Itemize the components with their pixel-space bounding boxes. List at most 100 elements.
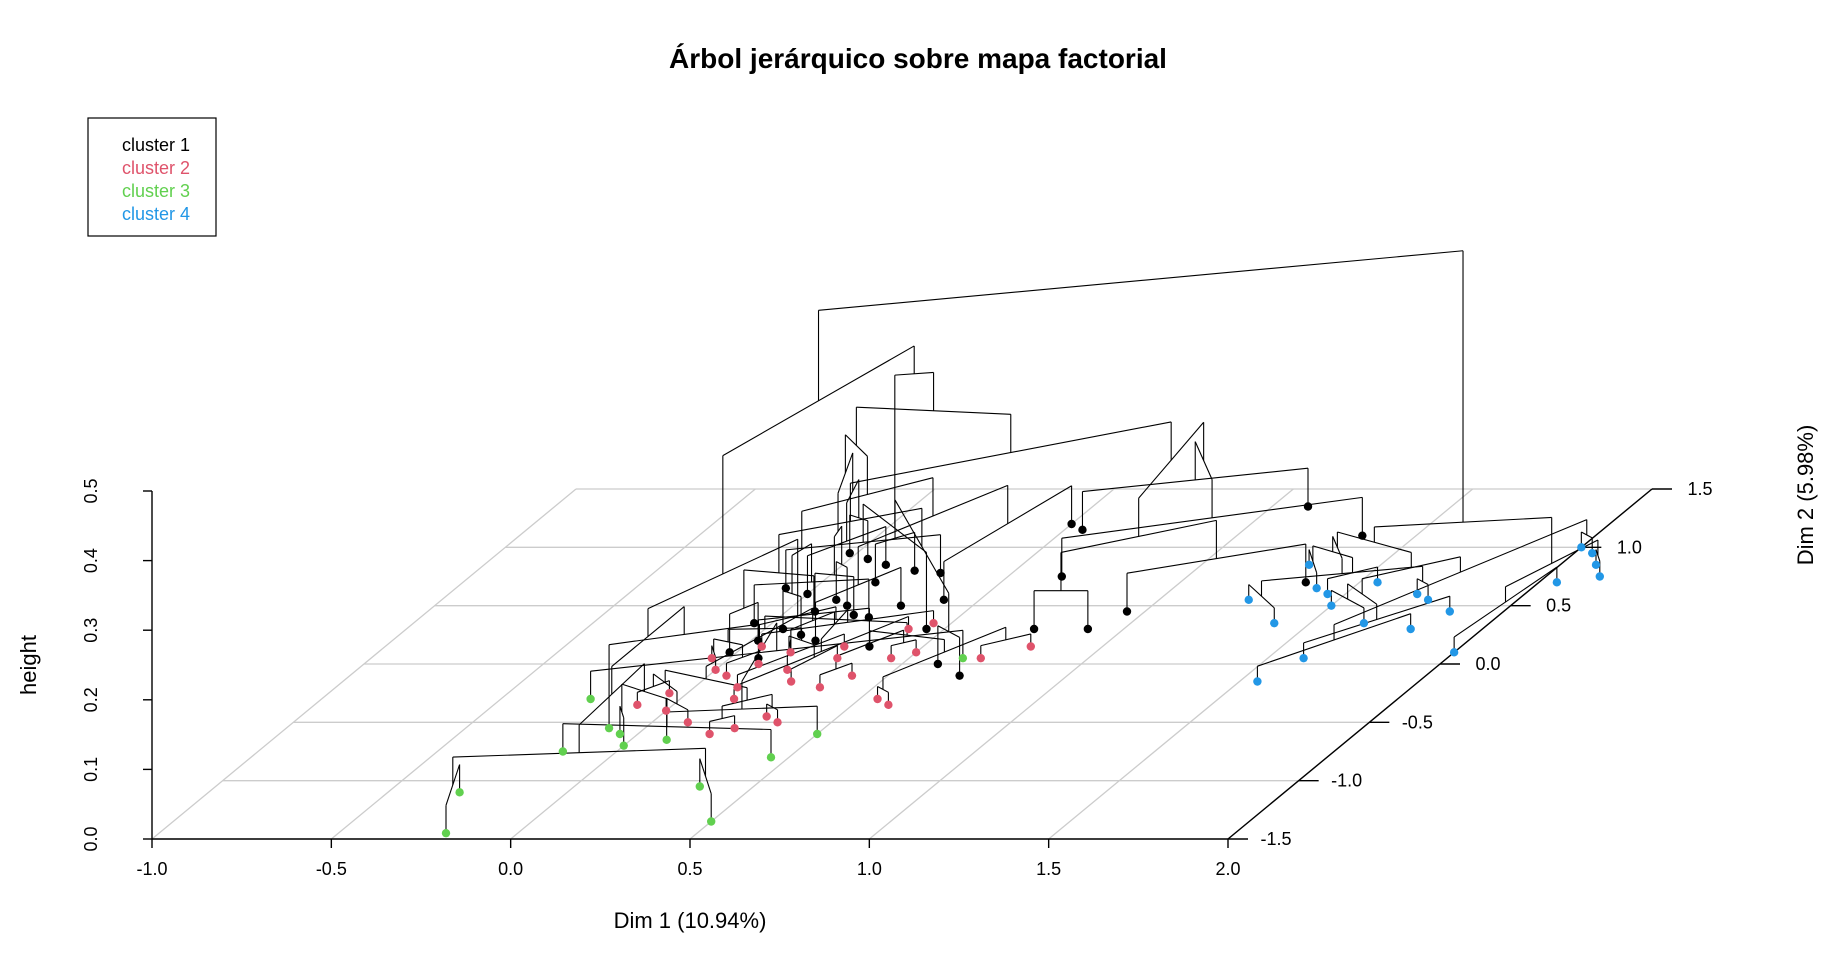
- data-point-cluster-3-6: [615, 729, 625, 739]
- y-tick-label-0: -1.5: [1260, 829, 1291, 849]
- data-point-cluster-1-25: [725, 648, 734, 657]
- x-tick-label-5: 1.5: [1036, 859, 1061, 879]
- data-point-cluster-2-29: [840, 642, 849, 651]
- dendrogram-branch-278: [1337, 531, 1412, 553]
- legend-item-cluster-3: cluster 3: [122, 181, 190, 201]
- data-point-cluster-2-13: [884, 700, 893, 710]
- z-tick-label-1: 0.1: [81, 757, 101, 782]
- z-tick-label-2: 0.2: [81, 687, 101, 712]
- data-point-cluster-1-31: [910, 566, 919, 575]
- data-point-cluster-1-30: [871, 578, 880, 587]
- x-tick-label-4: 1.0: [857, 859, 882, 879]
- data-point-cluster-3-3: [707, 817, 716, 826]
- data-point-cluster-2-6: [786, 677, 796, 686]
- data-point-cluster-3-10: [958, 653, 968, 663]
- data-point-cluster-2-10: [886, 653, 896, 663]
- data-point-cluster-2-4: [786, 648, 795, 657]
- data-point-cluster-2-21: [661, 706, 671, 715]
- z-tick-label-4: 0.4: [81, 548, 101, 573]
- data-point-cluster-4-6: [1244, 595, 1253, 605]
- data-point-cluster-2-26: [929, 618, 938, 628]
- data-point-cluster-1-23: [1301, 578, 1311, 587]
- data-point-cluster-1-28: [933, 659, 943, 669]
- data-point-cluster-4-2: [1373, 578, 1382, 587]
- data-point-cluster-4-10: [1445, 607, 1455, 616]
- data-point-cluster-2-20: [683, 718, 693, 727]
- data-point-cluster-4-0: [1304, 560, 1314, 570]
- data-point-cluster-4-18: [1552, 578, 1562, 587]
- y-tick-label-3: 0.0: [1475, 654, 1500, 674]
- data-point-cluster-4-13: [1406, 624, 1415, 634]
- data-point-cluster-3-4: [766, 753, 776, 762]
- data-point-cluster-4-12: [1253, 677, 1262, 686]
- dendrogram-branch-134: [665, 697, 689, 711]
- x-tick-label-0: -1.0: [136, 859, 167, 879]
- data-point-cluster-4-8: [1327, 601, 1336, 610]
- z-axis-title: height: [16, 635, 41, 695]
- dendrogram-branch-191: [445, 764, 461, 806]
- data-point-cluster-1-26: [754, 653, 763, 663]
- data-point-cluster-2-5: [783, 665, 792, 675]
- data-point-cluster-4-14: [1577, 543, 1586, 552]
- data-point-cluster-1-14: [939, 595, 949, 605]
- x-tick-label-1: -0.5: [316, 859, 347, 879]
- z-tick-label-3: 0.3: [81, 618, 101, 643]
- dendrogram-branch-287: [722, 345, 915, 457]
- data-point-cluster-2-7: [833, 653, 842, 663]
- data-point-cluster-3-12: [604, 723, 614, 733]
- y-tick-label-5: 1.0: [1617, 537, 1642, 557]
- data-point-cluster-2-15: [1026, 642, 1036, 651]
- data-point-cluster-4-1: [1312, 583, 1321, 593]
- data-point-cluster-2-28: [733, 683, 742, 692]
- chart-title: Árbol jerárquico sobre mapa factorial: [669, 43, 1167, 74]
- data-point-cluster-3-11: [586, 694, 595, 704]
- data-point-cluster-1-19: [1057, 572, 1067, 581]
- data-point-cluster-1-33: [781, 583, 791, 593]
- data-point-cluster-1-0: [845, 548, 854, 558]
- data-point-cluster-1-1: [863, 554, 872, 564]
- data-point-cluster-1-11: [796, 630, 806, 640]
- points-layer: [441, 502, 1605, 838]
- data-point-cluster-4-19: [1449, 648, 1459, 657]
- data-point-cluster-2-18: [730, 723, 739, 733]
- data-point-cluster-4-17: [1595, 572, 1605, 581]
- y-axis-title: Dim 2 (5.98%): [1793, 425, 1818, 566]
- data-point-cluster-3-2: [695, 782, 704, 791]
- data-point-cluster-1-22: [1122, 607, 1132, 616]
- data-point-cluster-2-11: [911, 648, 921, 657]
- dendrogram-branch-119: [891, 639, 917, 647]
- data-point-cluster-2-23: [633, 700, 642, 710]
- data-point-cluster-1-2: [881, 560, 891, 570]
- data-point-cluster-1-6: [810, 607, 820, 616]
- data-point-cluster-2-25: [904, 624, 913, 634]
- data-point-cluster-2-9: [847, 671, 857, 680]
- data-point-cluster-4-5: [1423, 595, 1433, 605]
- dendrogram-layer: [445, 250, 1601, 834]
- data-point-cluster-4-4: [1413, 589, 1422, 599]
- y-tick-label-2: -0.5: [1402, 712, 1433, 732]
- x-axis-title: Dim 1 (10.94%): [614, 908, 767, 933]
- data-point-cluster-2-0: [707, 653, 716, 663]
- data-point-cluster-3-8: [662, 735, 671, 745]
- data-point-cluster-4-9: [1359, 618, 1369, 628]
- dendrogram-branch-290: [818, 250, 1464, 311]
- data-point-cluster-2-24: [729, 694, 739, 704]
- data-point-cluster-1-27: [865, 642, 874, 651]
- data-point-cluster-3-5: [558, 747, 568, 756]
- dendrogram-branch-104: [711, 645, 717, 658]
- data-point-cluster-1-29: [955, 671, 964, 680]
- data-point-cluster-2-3: [754, 659, 763, 669]
- x-tick-label-3: 0.5: [677, 859, 702, 879]
- x-tick-label-2: 0.0: [498, 859, 523, 879]
- data-point-cluster-2-1: [711, 665, 720, 675]
- data-point-cluster-1-4: [832, 595, 841, 605]
- data-point-cluster-1-12: [811, 636, 820, 645]
- data-point-cluster-2-22: [665, 688, 674, 698]
- data-point-cluster-2-19: [705, 729, 714, 739]
- data-point-cluster-3-1: [441, 828, 451, 838]
- data-point-cluster-1-13: [896, 601, 906, 610]
- grid-layer: [151, 488, 1653, 840]
- legend-item-cluster-1: cluster 1: [122, 135, 190, 155]
